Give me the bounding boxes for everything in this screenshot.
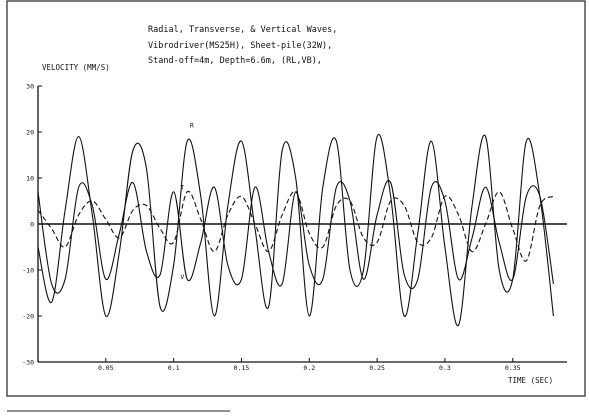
series-v-line — [37, 179, 554, 294]
x-tick-label: 0.35 — [505, 364, 521, 372]
series-label-t: T — [180, 184, 184, 192]
x-tick-label: 0.15 — [234, 364, 250, 372]
y-tick-label: 30 — [26, 83, 34, 91]
x-tick-label: 0.2 — [303, 364, 315, 372]
y-tick-label: -10 — [22, 267, 34, 275]
series-label-v: V — [180, 273, 184, 281]
x-tick-label: 0.25 — [369, 364, 385, 372]
y-axis-label: VELOCITY (MM/S) — [42, 63, 110, 72]
chart-title: Radial, Transverse, & Vertical Waves, Vi… — [148, 25, 337, 66]
x-tick-label: 0.05 — [98, 364, 114, 372]
title-line-2: Vibrodriver(MS25H), Sheet-pile(32W), — [148, 41, 332, 51]
y-tick-label: -30 — [22, 359, 34, 367]
y-tick-label: 20 — [26, 129, 34, 137]
x-tick-label: 0.1 — [168, 364, 180, 372]
title-line-3: Stand-off=4m, Depth=6.6m, (RL,VB), — [148, 56, 322, 66]
series-r-line — [37, 133, 554, 327]
axis-ticks: 30 20 10 0 -10 -20 -30 0.05 0.1 0.15 0.2 0.25 0.3 0.3… — [22, 83, 520, 373]
y-tick-label: 0 — [30, 221, 34, 229]
title-line-1: Radial, Transverse, & Vertical Waves, — [148, 25, 337, 35]
x-tick-label: 0.3 — [439, 364, 451, 372]
y-tick-label: -20 — [22, 313, 34, 321]
x-axis-label: TIME (SEC) — [508, 376, 553, 385]
series-t-line — [37, 190, 554, 262]
figure-frame — [6, 0, 586, 397]
annotation-layer: R T V — [180, 121, 193, 281]
series-label-r: R — [190, 121, 194, 129]
y-tick-label: 10 — [26, 175, 34, 183]
series-layer — [37, 133, 554, 327]
